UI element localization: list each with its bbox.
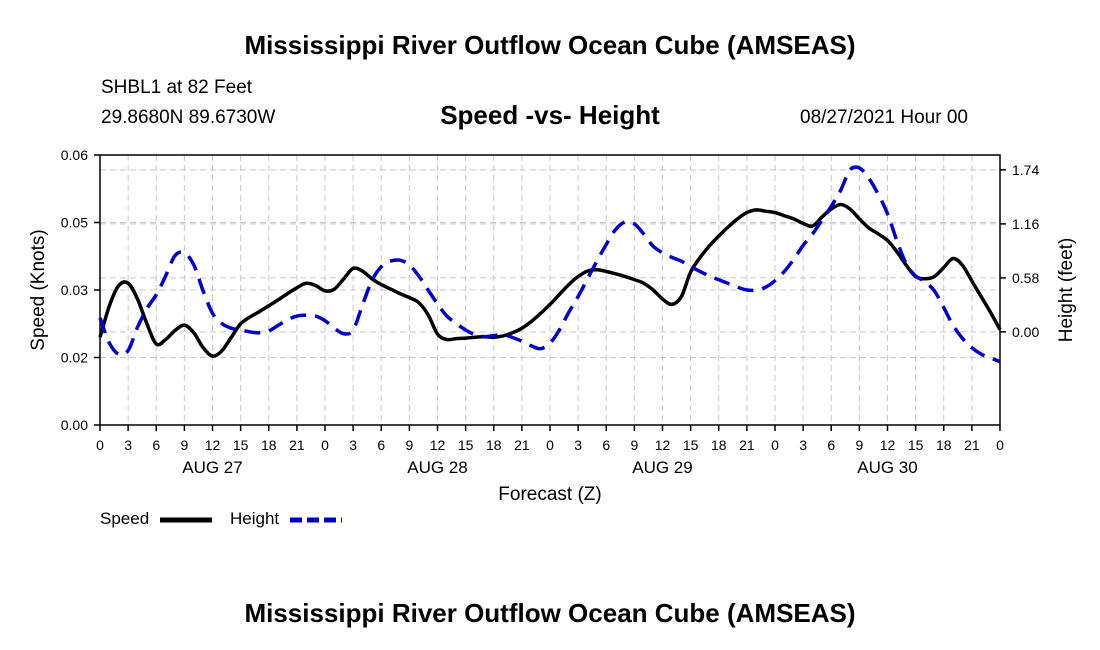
y-left-axis-label: Speed (Knots) — [28, 229, 49, 350]
x-tick-label: 0 — [546, 437, 554, 453]
x-tick-label: 0 — [96, 437, 104, 453]
x-tick-label: 12 — [655, 437, 671, 453]
y-right-tick-label: 0.58 — [1012, 270, 1039, 286]
x-tick-label: 21 — [739, 437, 755, 453]
legend-speed-label: Speed — [100, 509, 150, 528]
y-left-tick-label: 0.02 — [61, 350, 88, 366]
y-left-tick-label: 0.03 — [61, 282, 88, 298]
x-tick-label: 3 — [799, 437, 807, 453]
x-tick-label: 12 — [430, 437, 446, 453]
x-tick-label: 3 — [349, 437, 357, 453]
location-label: 29.8680N 89.6730W — [101, 107, 276, 128]
x-day-label: AUG 27 — [182, 458, 242, 477]
datetime-label: 08/27/2021 Hour 00 — [800, 107, 968, 128]
chart-title: Mississippi River Outflow Ocean Cube (AM… — [244, 30, 856, 60]
x-tick-label: 6 — [152, 437, 160, 453]
x-tick-label: 15 — [458, 437, 474, 453]
x-tick-label: 21 — [514, 437, 530, 453]
x-tick-label: 12 — [205, 437, 221, 453]
speed-series-line — [98, 202, 1002, 358]
station-label: SHBL1 at 82 Feet — [101, 77, 253, 98]
legend-height-label: Height — [230, 509, 280, 528]
x-tick-label: 0 — [771, 437, 779, 453]
x-tick-label: 3 — [124, 437, 132, 453]
y-left-tick-label: 0.05 — [61, 215, 88, 231]
x-tick-label: 6 — [602, 437, 610, 453]
chart-subtitle: Speed -vs- Height — [440, 100, 660, 130]
x-tick-label: 18 — [486, 437, 502, 453]
x-tick-label: 0 — [996, 437, 1004, 453]
y-right-axis-label: Height (feet) — [1056, 238, 1077, 343]
x-tick-label: 15 — [908, 437, 924, 453]
x-tick-label: 18 — [261, 437, 277, 453]
x-tick-label: 0 — [321, 437, 329, 453]
y-left-tick-label: 0.06 — [61, 147, 88, 163]
x-tick-label: 3 — [574, 437, 582, 453]
x-tick-label: 12 — [880, 437, 896, 453]
x-tick-label: 15 — [233, 437, 249, 453]
x-day-label: AUG 29 — [632, 458, 692, 477]
x-day-label: AUG 28 — [407, 458, 467, 477]
y-right-tick-label: 0.00 — [1012, 324, 1039, 340]
x-tick-label: 9 — [855, 437, 863, 453]
y-left-tick-label: 0.00 — [61, 417, 88, 433]
height-series-line — [98, 165, 1001, 364]
footer-title: Mississippi River Outflow Ocean Cube (AM… — [244, 598, 856, 628]
x-tick-label: 21 — [964, 437, 980, 453]
x-tick-label: 9 — [630, 437, 638, 453]
y-right-tick-label: 1.74 — [1012, 162, 1039, 178]
x-tick-label: 15 — [683, 437, 699, 453]
x-tick-label: 6 — [827, 437, 835, 453]
y-right-tick-label: 1.16 — [1012, 216, 1039, 232]
x-axis-label: Forecast (Z) — [498, 484, 601, 505]
x-tick-label: 18 — [936, 437, 952, 453]
x-tick-label: 18 — [711, 437, 727, 453]
x-tick-label: 9 — [180, 437, 188, 453]
x-tick-label: 21 — [289, 437, 305, 453]
x-tick-label: 6 — [377, 437, 385, 453]
x-day-label: AUG 30 — [857, 458, 917, 477]
x-tick-label: 9 — [405, 437, 413, 453]
